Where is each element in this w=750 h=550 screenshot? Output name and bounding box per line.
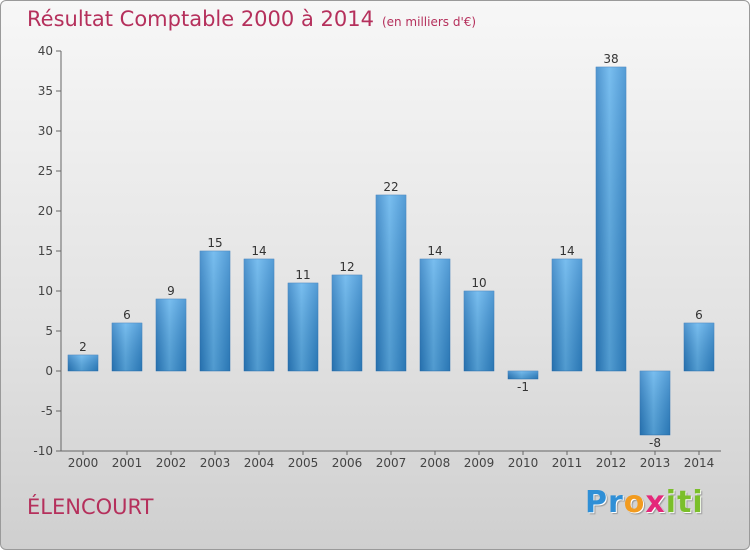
data-label: 2 (79, 340, 87, 354)
y-tick-label: -5 (41, 404, 53, 418)
x-tick-label: 2009 (464, 456, 495, 470)
logo-letter: P (585, 485, 608, 520)
bar-shade (244, 259, 274, 371)
bar-shade (640, 371, 670, 435)
y-tick-label: -10 (33, 444, 53, 458)
logo-letter: i (665, 485, 678, 520)
bars (67, 66, 715, 436)
bar-shade (552, 259, 582, 371)
logo-letter: o (623, 485, 646, 520)
y-tick-label: 35 (38, 84, 53, 98)
y-tick-label: 5 (45, 324, 53, 338)
x-tick-label: 2006 (332, 456, 363, 470)
logo-letter: x (645, 485, 666, 520)
bar-shade (112, 323, 142, 371)
x-tick-label: 2000 (68, 456, 99, 470)
data-label: 6 (695, 308, 703, 322)
data-label: 14 (559, 244, 574, 258)
x-tick-label: 2011 (552, 456, 583, 470)
data-label: 9 (167, 284, 175, 298)
x-tick-label: 2007 (376, 456, 407, 470)
y-tick-label: 30 (38, 124, 53, 138)
data-label: -1 (517, 380, 529, 394)
x-tick-label: 2005 (288, 456, 319, 470)
logo-letter: t (677, 485, 693, 520)
bar-shade (288, 283, 318, 371)
bar-shade (420, 259, 450, 371)
bar-shade (464, 291, 494, 371)
bar-shade (508, 371, 538, 379)
x-tick-label: 2002 (156, 456, 187, 470)
bar-shade (376, 195, 406, 371)
data-label: 14 (251, 244, 266, 258)
x-tick-label: 2010 (508, 456, 539, 470)
data-label: 11 (295, 268, 310, 282)
bar-shade (68, 355, 98, 371)
title-line: Résultat Comptable 2000 à 2014 (en millie… (27, 7, 476, 31)
x-tick-label: 2014 (684, 456, 715, 470)
data-label: 38 (603, 52, 618, 66)
bar-shade (156, 299, 186, 371)
x-tick-label: 2012 (596, 456, 627, 470)
y-tick-label: 0 (45, 364, 53, 378)
logo-letter: r (608, 485, 624, 520)
y-tick-label: 10 (38, 284, 53, 298)
x-tick-label: 2004 (244, 456, 275, 470)
data-labels: 2 6 9 15 14 11 12 22 14 10 -1 14 38 -8 6 (79, 52, 703, 450)
proxiti-logo[interactable]: Proxiti (585, 485, 704, 520)
data-label: 10 (471, 276, 486, 290)
y-tick-label: 25 (38, 164, 53, 178)
x-tick-label: 2008 (420, 456, 451, 470)
bar-shade (332, 275, 362, 371)
bar-shade (200, 251, 230, 371)
y-tick-label: 20 (38, 204, 53, 218)
commune-name: ÉLENCOURT (27, 495, 154, 519)
x-tick-label: 2003 (200, 456, 231, 470)
bar-shade (596, 67, 626, 371)
bar-shade (684, 323, 714, 371)
data-label: -8 (649, 436, 661, 450)
data-label: 14 (427, 244, 442, 258)
logo-letter: i (692, 485, 704, 520)
data-label: 12 (339, 260, 354, 274)
y-tick-label: 15 (38, 244, 53, 258)
chart-subtitle: (en milliers d'€) (381, 15, 477, 29)
data-label: 6 (123, 308, 131, 322)
x-tick-label: 2001 (112, 456, 143, 470)
x-tick-label: 2013 (640, 456, 671, 470)
data-label: 22 (383, 180, 398, 194)
chart-title: Résultat Comptable 2000 à 2014 (27, 7, 374, 31)
data-label: 15 (207, 236, 222, 250)
y-tick-label: 40 (38, 44, 53, 58)
axes: -10 -5 0 5 10 15 20 25 30 35 40 2000 2001 2002 2003 200… (33, 44, 721, 470)
